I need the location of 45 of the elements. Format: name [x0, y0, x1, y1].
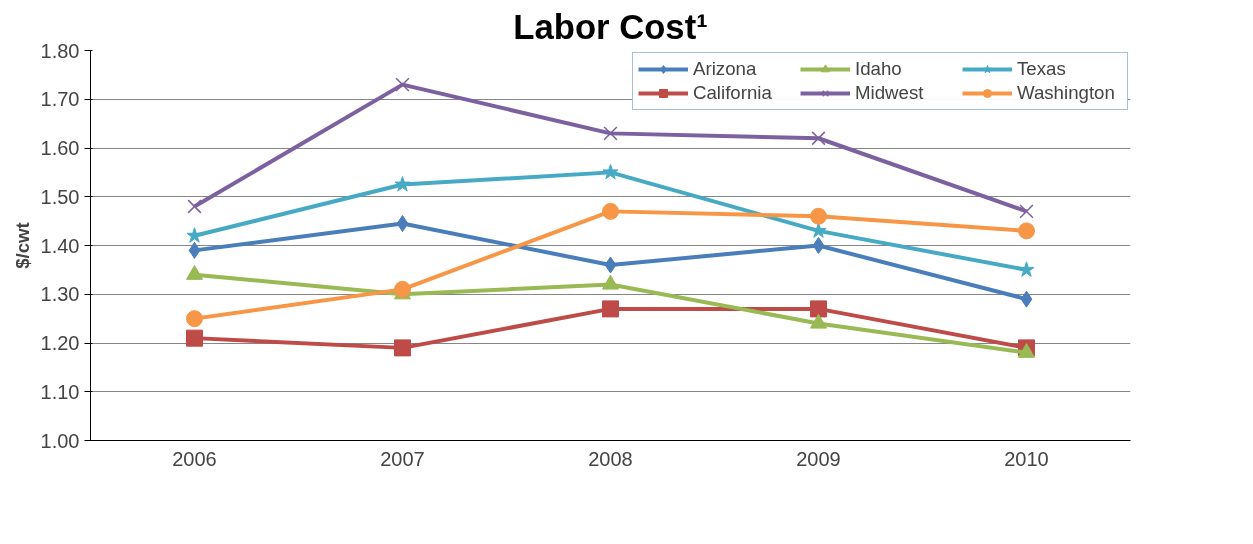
point	[394, 280, 411, 298]
x-tick-label: 2008	[588, 447, 633, 470]
y-tick-label: 1.30	[40, 283, 80, 306]
x-tick-label: 2007	[380, 447, 425, 470]
point	[395, 77, 410, 92]
point	[810, 207, 827, 225]
point	[186, 310, 203, 328]
point	[1020, 290, 1033, 308]
point	[603, 126, 618, 141]
legend-label: California	[693, 82, 773, 104]
legend-label: Washington	[1017, 82, 1116, 104]
point	[1018, 261, 1035, 277]
x-tick-label: 2010	[1004, 447, 1049, 470]
point	[812, 237, 825, 254]
point	[187, 199, 202, 214]
point	[602, 163, 619, 180]
point	[186, 329, 203, 347]
point	[602, 300, 619, 318]
legend-label: Midwest	[855, 82, 925, 104]
point	[1018, 222, 1035, 240]
point	[1019, 204, 1034, 219]
x-tick-label: 2009	[796, 447, 841, 470]
y-tick-label: 1.40	[40, 234, 80, 257]
y-tick-label: 1.60	[40, 137, 80, 159]
point	[186, 227, 203, 243]
y-tick-label: 1.70	[40, 88, 80, 111]
y-tick-label: 1.20	[40, 332, 80, 354]
legend-label: Arizona	[693, 58, 758, 80]
legend-label: Idaho	[855, 58, 903, 80]
y-tick-label: 1.10	[40, 380, 80, 403]
point	[396, 215, 409, 233]
point	[394, 339, 411, 357]
point	[188, 241, 201, 259]
point	[394, 176, 411, 192]
y-tick-label: 1.00	[40, 429, 80, 452]
point	[811, 131, 826, 146]
chart-title: Labor Cost¹	[513, 7, 708, 46]
x-tick-label: 2006	[172, 447, 217, 470]
point	[810, 300, 827, 318]
legend-label: Texas	[1017, 58, 1067, 80]
y-tick-label: 1.50	[40, 185, 80, 208]
point	[604, 256, 617, 274]
y-axis-title: $/cwt	[11, 222, 33, 269]
point	[602, 202, 619, 220]
y-tick-label: 1.80	[40, 39, 80, 62]
